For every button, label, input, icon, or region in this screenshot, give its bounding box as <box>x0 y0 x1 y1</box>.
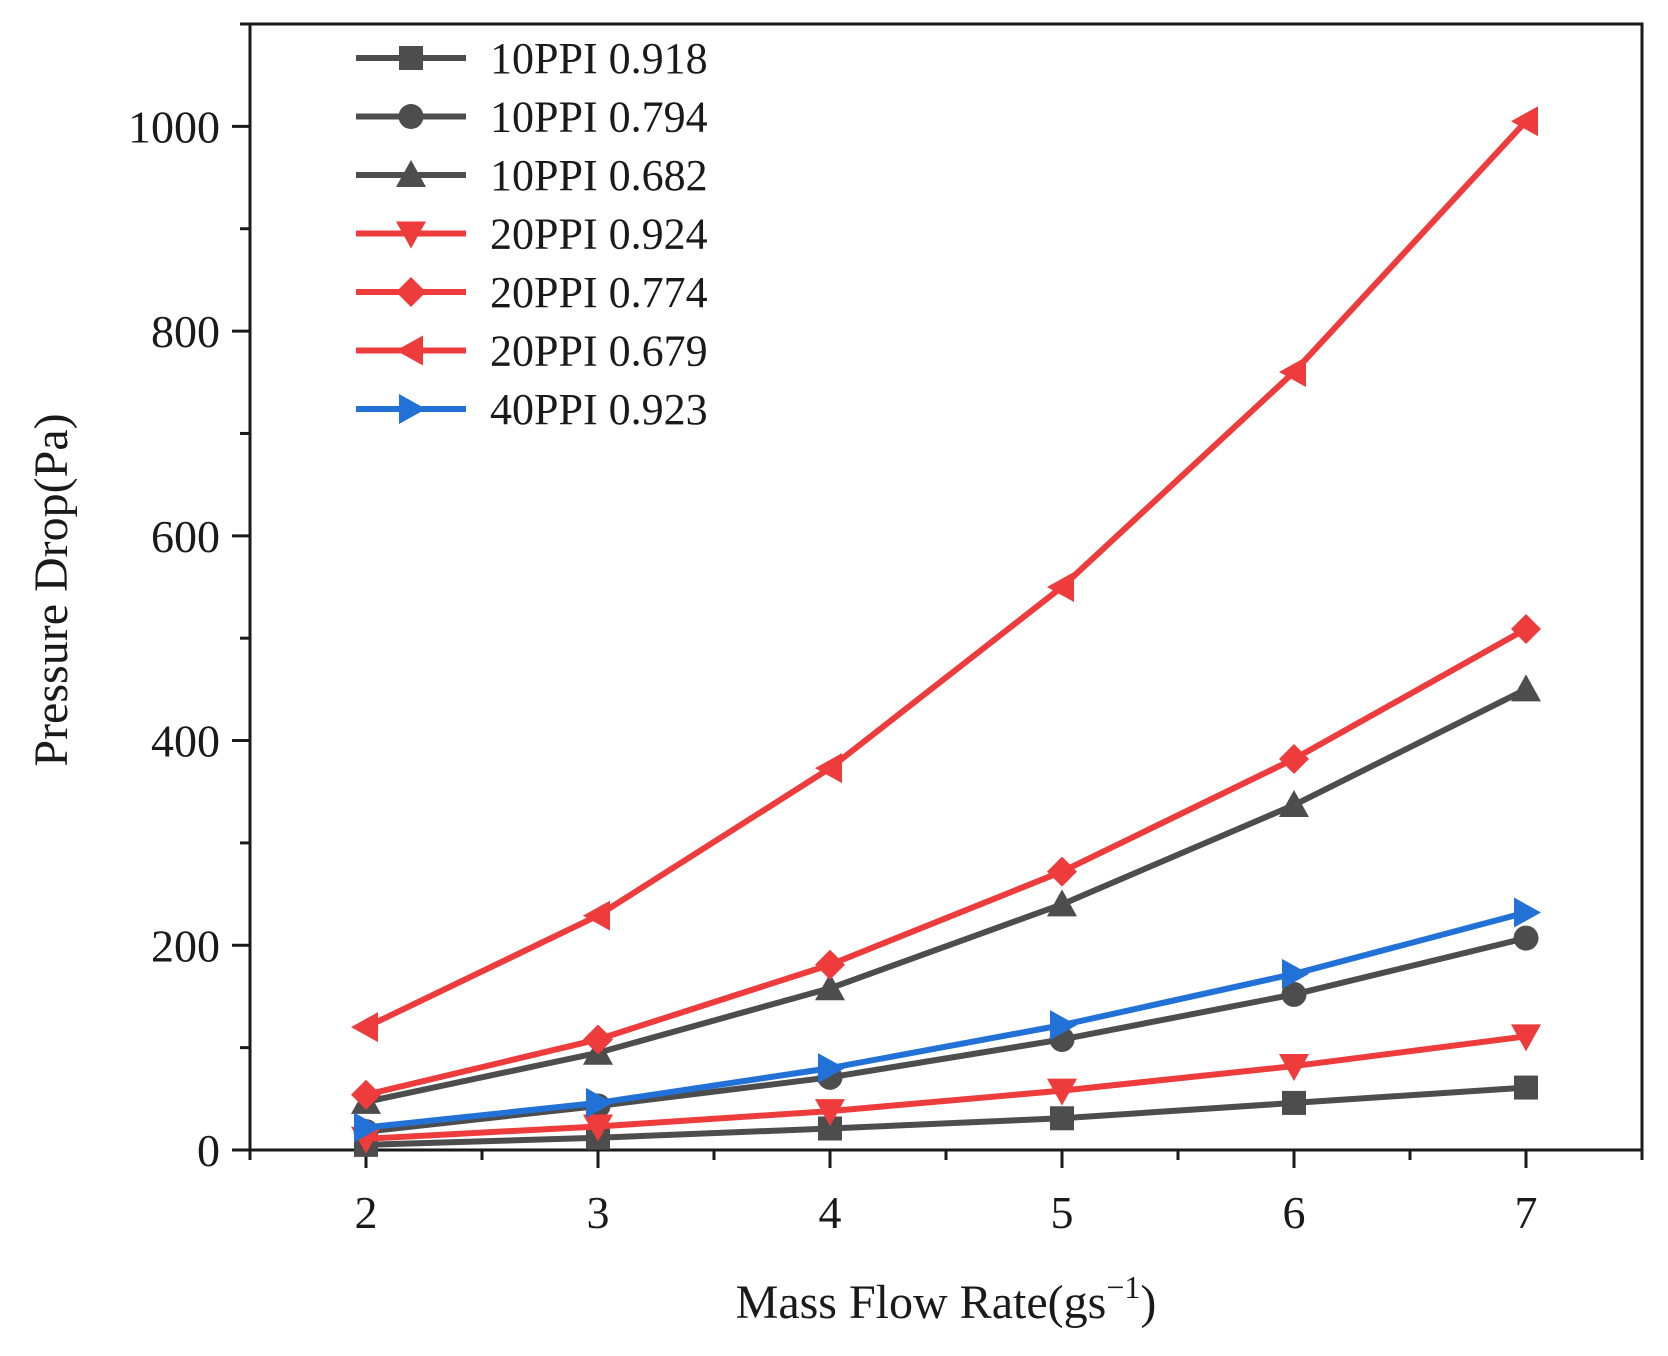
legend-marker <box>396 335 423 366</box>
legend-entry: 10PPI 0.918 <box>356 34 708 83</box>
x-tick-label: 2 <box>355 1187 378 1238</box>
data-point <box>818 1053 845 1084</box>
legend-marker <box>398 104 424 129</box>
series-6 <box>351 106 1538 1043</box>
y-tick-label: 600 <box>151 511 220 562</box>
data-point <box>1047 572 1074 602</box>
data-point <box>815 949 845 980</box>
data-point <box>1282 958 1309 989</box>
x-tick-label: 6 <box>1283 1187 1306 1238</box>
data-point <box>1281 981 1307 1007</box>
legend-marker <box>396 277 426 307</box>
y-tick-label: 0 <box>197 1125 220 1176</box>
data-point <box>1279 357 1306 388</box>
legend-marker <box>396 221 426 249</box>
y-axis-title: Pressure Drop(Pa) <box>25 413 78 766</box>
legend-entry: 20PPI 0.774 <box>356 268 708 317</box>
legend-label: 10PPI 0.794 <box>490 93 708 142</box>
series-5 <box>351 613 1541 1110</box>
data-point <box>1050 1010 1077 1041</box>
series-layer <box>351 106 1541 1157</box>
y-tick-label: 1000 <box>128 101 220 152</box>
legend-label: 20PPI 0.924 <box>490 210 708 259</box>
legend-label: 40PPI 0.923 <box>490 385 708 434</box>
data-point <box>1282 1090 1306 1115</box>
data-point <box>1279 743 1309 774</box>
legend-marker <box>399 394 426 424</box>
series-line <box>364 119 1529 1030</box>
series-3 <box>351 674 1541 1114</box>
x-axis-title-sup: −1 <box>1106 1269 1140 1305</box>
data-point <box>583 1114 613 1142</box>
data-point <box>815 973 845 1001</box>
legend-entry: 10PPI 0.794 <box>356 93 708 142</box>
data-point <box>815 753 842 784</box>
data-point <box>1047 889 1077 917</box>
y-axis: 0 200 400 600 800 1000 <box>128 22 250 1176</box>
data-point <box>1279 790 1309 818</box>
series-line <box>365 686 1528 1105</box>
x-tick-label: 7 <box>1515 1187 1538 1238</box>
data-point <box>1513 925 1539 951</box>
data-point <box>1514 1075 1538 1100</box>
x-tick-label: 3 <box>587 1187 610 1238</box>
data-point <box>1511 106 1538 137</box>
legend-label: 20PPI 0.679 <box>490 327 708 376</box>
data-point <box>1514 897 1541 928</box>
legend-entry: 10PPI 0.682 <box>356 151 708 200</box>
data-point <box>1511 613 1541 644</box>
legend-marker <box>399 46 423 70</box>
legend-label: 10PPI 0.682 <box>490 151 708 200</box>
series-line <box>365 1084 1527 1148</box>
series-line <box>365 1033 1527 1142</box>
data-point <box>1279 1054 1309 1082</box>
x-tick-label: 4 <box>819 1187 842 1238</box>
data-point <box>586 1087 613 1118</box>
legend: 10PPI 0.918 10PPI 0.794 10PPI 0.682 20PPI 0… <box>356 34 708 434</box>
legend-marker <box>396 160 426 187</box>
data-point <box>1047 1078 1077 1106</box>
legend-entry: 40PPI 0.923 <box>356 385 708 434</box>
data-point <box>1511 674 1541 702</box>
legend-entry: 20PPI 0.679 <box>356 327 708 376</box>
data-point <box>1050 1106 1074 1131</box>
x-axis-title: Mass Flow Rate(gs−1) <box>736 1269 1157 1329</box>
series-line <box>365 909 1527 1131</box>
legend-label: 20PPI 0.774 <box>490 268 708 317</box>
x-axis: 2 3 4 5 6 7 <box>248 1150 1644 1238</box>
data-point <box>583 900 610 931</box>
y-tick-label: 200 <box>151 920 220 971</box>
data-point <box>351 1012 378 1043</box>
x-axis-title-close: ) <box>1140 1276 1156 1329</box>
series-line <box>365 935 1527 1135</box>
data-point <box>351 1079 381 1110</box>
data-point <box>1047 856 1077 887</box>
y-tick-label: 400 <box>151 716 220 767</box>
legend-entry: 20PPI 0.924 <box>356 210 708 259</box>
data-point <box>354 1112 381 1143</box>
y-tick-label: 800 <box>151 306 220 357</box>
data-point <box>583 1024 613 1055</box>
x-tick-label: 5 <box>1051 1187 1074 1238</box>
data-point <box>815 1099 845 1127</box>
series-7 <box>354 897 1541 1143</box>
data-point <box>1511 1024 1541 1052</box>
series-line <box>365 626 1528 1098</box>
legend-label: 10PPI 0.918 <box>490 34 708 83</box>
x-axis-title-main: Mass Flow Rate(gs <box>736 1276 1107 1329</box>
